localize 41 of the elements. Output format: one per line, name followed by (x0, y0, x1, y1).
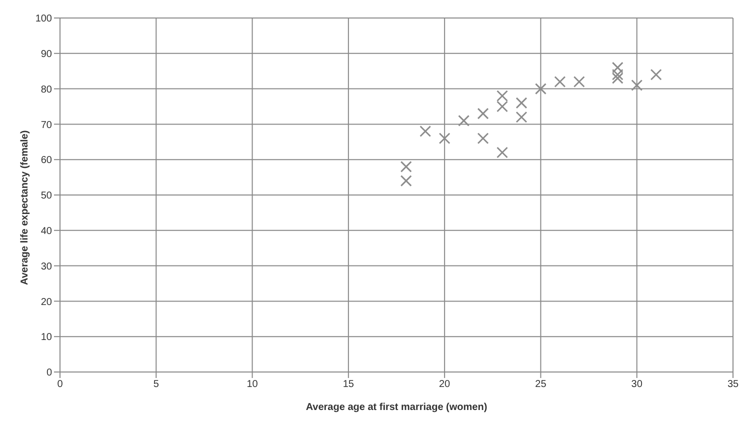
point (438, 132, 450, 144)
y-tick-label: 70 (40, 120, 52, 131)
point (516, 97, 528, 109)
point (650, 68, 662, 80)
point (400, 175, 412, 187)
point (496, 90, 508, 102)
point (534, 83, 546, 95)
y-tick-label: 60 (40, 155, 52, 166)
x-axis-title: Average age at first marriage (women) (306, 402, 488, 413)
x-tick-label: 35 (727, 379, 739, 390)
y-tick-label: 10 (40, 332, 52, 344)
point (496, 100, 508, 112)
point (420, 126, 432, 138)
y-tick-label: 30 (40, 261, 52, 272)
point (612, 72, 624, 84)
point (631, 80, 643, 92)
y-tick-label: 100 (35, 14, 52, 25)
point (573, 76, 585, 88)
point (516, 111, 528, 123)
point (477, 132, 489, 144)
point (612, 62, 624, 74)
point (458, 114, 470, 126)
y-axis-title: Average life expectancy (female) (20, 130, 31, 285)
x-tick-label: 30 (631, 379, 643, 390)
point (477, 108, 489, 120)
x-tick-label: 10 (246, 379, 258, 390)
point (496, 146, 508, 158)
x-tick-label: 25 (535, 379, 547, 390)
point (554, 76, 566, 88)
point (612, 68, 624, 80)
x-tick-label: 5 (153, 379, 160, 390)
y-tick-label: 0 (46, 368, 52, 379)
y-tick-label: 50 (40, 190, 52, 202)
y-tick-label: 40 (40, 226, 52, 237)
x-tick-label: 15 (342, 379, 354, 390)
y-tick-label: 20 (40, 296, 52, 308)
point (400, 160, 412, 172)
x-tick-label: 20 (439, 379, 451, 390)
y-tick-label: 90 (40, 48, 52, 60)
y-tick-label: 80 (40, 84, 52, 96)
x-tick-label: 0 (57, 379, 64, 390)
